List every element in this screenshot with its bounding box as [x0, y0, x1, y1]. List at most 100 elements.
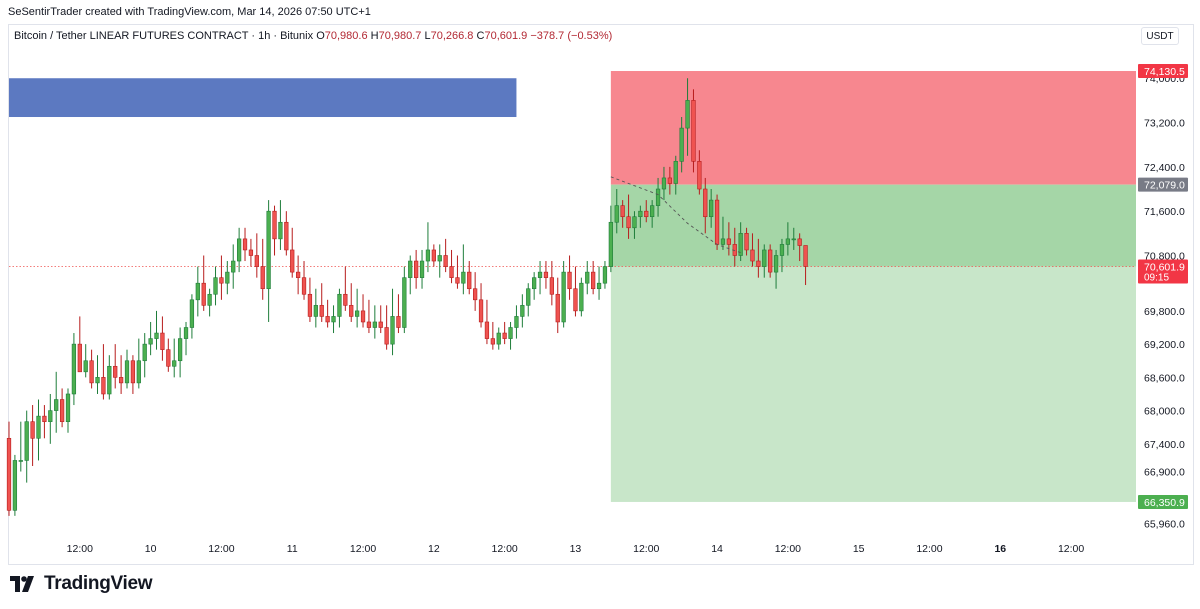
- candle-down[interactable]: [473, 272, 478, 311]
- candle-up[interactable]: [425, 222, 431, 273]
- candle-down[interactable]: [703, 177, 708, 234]
- candle-down[interactable]: [750, 233, 755, 267]
- candle-up[interactable]: [738, 222, 743, 262]
- projection-path[interactable]: [610, 176, 741, 254]
- candle-down[interactable]: [242, 227, 248, 262]
- candle-down[interactable]: [726, 222, 731, 256]
- candle-up[interactable]: [402, 266, 407, 334]
- candle-down[interactable]: [644, 200, 649, 223]
- candle-up[interactable]: [231, 244, 236, 289]
- candle-up[interactable]: [189, 294, 195, 339]
- candle-down[interactable]: [254, 233, 259, 278]
- candle-up[interactable]: [532, 272, 537, 300]
- candle-down[interactable]: [384, 305, 389, 350]
- candle-up[interactable]: [632, 211, 637, 239]
- candle-down[interactable]: [549, 261, 554, 306]
- candle-down[interactable]: [248, 238, 254, 267]
- candle-up[interactable]: [136, 338, 141, 389]
- candle-up[interactable]: [390, 288, 395, 356]
- candle-down[interactable]: [620, 200, 625, 228]
- candle-down[interactable]: [756, 238, 761, 278]
- candle-down[interactable]: [396, 294, 401, 334]
- candle-down[interactable]: [319, 283, 324, 322]
- candle-up[interactable]: [602, 261, 608, 289]
- candle-down[interactable]: [467, 261, 472, 295]
- candle-up[interactable]: [54, 371, 59, 433]
- candle-down[interactable]: [431, 244, 436, 267]
- candle-down[interactable]: [101, 344, 106, 400]
- candle-up[interactable]: [614, 189, 619, 234]
- candle-up[interactable]: [585, 261, 590, 295]
- candle-up[interactable]: [355, 288, 360, 328]
- candle-down[interactable]: [443, 238, 448, 273]
- candle-down[interactable]: [59, 388, 65, 428]
- candle-down[interactable]: [360, 294, 366, 328]
- candle-up[interactable]: [12, 454, 18, 516]
- candle-up[interactable]: [83, 344, 88, 378]
- candle-down[interactable]: [284, 211, 289, 256]
- candle-down[interactable]: [260, 238, 265, 300]
- candle-up[interactable]: [337, 288, 342, 328]
- candle-down[interactable]: [113, 344, 118, 389]
- price-tag[interactable]: 72,079.0: [1138, 177, 1188, 192]
- candle-up[interactable]: [537, 261, 543, 295]
- candle-down[interactable]: [502, 321, 507, 345]
- candle-up[interactable]: [177, 327, 183, 378]
- price-tag[interactable]: 66,350.9: [1138, 494, 1188, 509]
- candle-up[interactable]: [650, 200, 655, 228]
- candle-up[interactable]: [36, 399, 41, 461]
- candle-down[interactable]: [201, 255, 206, 311]
- candle-down[interactable]: [89, 349, 94, 389]
- candle-up[interactable]: [655, 177, 661, 217]
- candle-up[interactable]: [372, 305, 377, 339]
- candle-down[interactable]: [455, 255, 460, 289]
- candle-up[interactable]: [124, 349, 130, 389]
- candle-up[interactable]: [561, 261, 566, 328]
- candle-up[interactable]: [508, 321, 513, 350]
- candle-down[interactable]: [714, 194, 720, 250]
- candle-up[interactable]: [709, 189, 714, 228]
- candle-down[interactable]: [478, 283, 484, 328]
- candle-up[interactable]: [236, 227, 242, 273]
- candle-up[interactable]: [679, 117, 684, 173]
- candle-down[interactable]: [626, 194, 631, 239]
- candle-up[interactable]: [720, 216, 726, 250]
- candle-up[interactable]: [207, 288, 212, 317]
- candle-up[interactable]: [266, 200, 271, 322]
- currency-button[interactable]: USDT: [1141, 27, 1179, 45]
- candle-up[interactable]: [18, 421, 23, 472]
- price-tag[interactable]: 74,130.5: [1138, 64, 1188, 79]
- candle-down[interactable]: [219, 255, 224, 300]
- candle-up[interactable]: [172, 338, 177, 378]
- candle-up[interactable]: [331, 305, 336, 334]
- candle-down[interactable]: [744, 227, 749, 256]
- candle-down[interactable]: [414, 249, 419, 289]
- candle-down[interactable]: [449, 249, 454, 284]
- candle-down[interactable]: [42, 405, 47, 439]
- candle-up[interactable]: [596, 266, 602, 300]
- candle-down[interactable]: [301, 261, 307, 300]
- candle-up[interactable]: [685, 78, 690, 156]
- supply-zone[interactable]: [9, 78, 517, 118]
- candle-up[interactable]: [526, 283, 531, 317]
- candle-up[interactable]: [213, 266, 218, 306]
- chart-panel[interactable]: [8, 24, 1194, 565]
- candle-up[interactable]: [142, 333, 147, 378]
- candle-up[interactable]: [661, 166, 667, 201]
- candle-down[interactable]: [803, 245, 808, 286]
- candle-down[interactable]: [166, 338, 171, 372]
- candle-down[interactable]: [30, 405, 35, 466]
- candle-down[interactable]: [490, 321, 495, 350]
- candle-up[interactable]: [278, 200, 283, 250]
- candle-up[interactable]: [71, 333, 77, 406]
- candle-up[interactable]: [579, 277, 584, 317]
- candle-down[interactable]: [573, 266, 578, 317]
- candle-up[interactable]: [148, 321, 153, 356]
- candle-up[interactable]: [785, 222, 790, 256]
- candle-down[interactable]: [118, 355, 124, 394]
- candle-up[interactable]: [408, 255, 413, 295]
- candle-up[interactable]: [461, 244, 466, 295]
- candle-down[interactable]: [290, 227, 295, 278]
- candle-up[interactable]: [638, 205, 643, 228]
- candle-up[interactable]: [225, 261, 230, 295]
